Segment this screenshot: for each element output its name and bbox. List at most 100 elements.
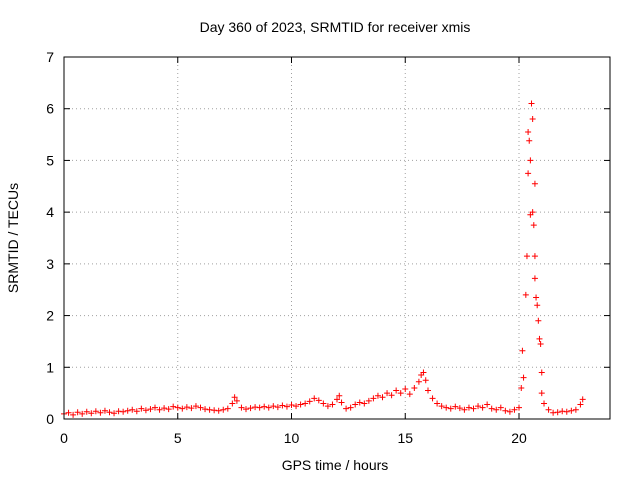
data-point <box>138 405 145 412</box>
data-point <box>165 406 172 413</box>
data-point <box>529 116 536 123</box>
data-point <box>152 404 158 411</box>
data-point <box>320 400 327 407</box>
data-point <box>315 397 322 404</box>
data-point <box>388 392 395 399</box>
x-tick-label: 15 <box>397 430 413 446</box>
data-point <box>531 253 538 260</box>
data-point <box>179 405 186 412</box>
x-tick-label: 10 <box>284 430 300 446</box>
data-point <box>329 401 336 408</box>
data-point <box>343 405 350 412</box>
data-point <box>252 404 259 411</box>
data-point <box>572 406 579 413</box>
data-point <box>231 394 238 401</box>
data-point <box>92 408 99 415</box>
data-point <box>120 408 127 415</box>
data-point <box>531 275 538 282</box>
data-point <box>526 137 533 144</box>
x-tick-label: 20 <box>511 430 527 446</box>
data-point <box>525 128 532 135</box>
data-point <box>270 403 277 410</box>
data-point <box>338 399 345 406</box>
data-point <box>161 405 168 412</box>
data-point <box>511 406 518 413</box>
data-point <box>559 408 566 415</box>
data-point <box>522 291 529 298</box>
data-point <box>520 374 527 381</box>
data-point <box>311 395 318 402</box>
data-point <box>397 390 404 397</box>
data-point <box>429 395 436 402</box>
data-point <box>393 387 400 394</box>
data-point <box>106 409 113 416</box>
data-point <box>111 410 118 417</box>
data-point <box>283 403 290 410</box>
data-point <box>541 400 548 407</box>
data-point <box>519 347 526 354</box>
data-point <box>261 403 268 410</box>
data-point <box>538 369 545 376</box>
data-point <box>550 409 557 416</box>
data-point <box>538 390 545 397</box>
data-point <box>247 405 254 412</box>
data-point <box>452 403 459 410</box>
data-point <box>115 408 122 415</box>
data-point <box>243 406 249 413</box>
data-point <box>347 404 354 411</box>
data-point <box>265 404 272 411</box>
data-point <box>577 401 584 408</box>
data-point <box>379 394 386 401</box>
data-point <box>563 408 570 415</box>
data-point <box>142 407 149 414</box>
data-point <box>484 401 491 408</box>
data-point <box>192 403 199 410</box>
data-point <box>579 396 586 403</box>
data-point <box>527 157 534 164</box>
data-point <box>238 404 245 411</box>
data-point <box>74 409 81 416</box>
data-point <box>568 407 575 414</box>
y-tick-label: 6 <box>46 101 54 117</box>
data-point <box>356 399 363 406</box>
data-point <box>147 406 154 413</box>
data-point <box>233 397 240 404</box>
data-point <box>523 253 530 260</box>
data-point <box>361 400 368 407</box>
data-point <box>97 409 104 416</box>
data-point <box>531 180 538 187</box>
data-points <box>61 100 586 418</box>
data-point <box>183 404 190 411</box>
data-point <box>334 396 340 403</box>
y-tick-label: 3 <box>46 256 54 272</box>
data-point <box>525 170 532 177</box>
data-point <box>518 384 525 391</box>
data-point <box>297 401 304 408</box>
y-axis-label: SRMTID / TECUs <box>5 183 21 293</box>
x-tick-label: 0 <box>60 430 68 446</box>
y-tick-label: 2 <box>46 308 54 324</box>
data-point <box>220 406 227 413</box>
data-point <box>65 409 72 416</box>
data-point <box>425 387 431 394</box>
data-point <box>447 405 454 412</box>
data-point <box>293 403 300 410</box>
data-point <box>274 404 281 411</box>
y-tick-label: 7 <box>46 49 54 65</box>
data-point <box>306 398 313 405</box>
data-point <box>224 405 231 412</box>
data-point <box>101 407 108 414</box>
y-tick-label: 5 <box>46 152 54 168</box>
data-point <box>406 391 413 398</box>
data-point <box>535 317 542 324</box>
plot-area-border <box>63 56 611 420</box>
data-point <box>365 397 372 404</box>
data-point <box>88 410 95 417</box>
x-tick-label: 5 <box>174 430 182 446</box>
data-point <box>156 406 163 413</box>
data-point <box>352 401 359 408</box>
data-point <box>438 403 445 410</box>
data-point <box>133 408 140 415</box>
data-point <box>443 404 450 411</box>
